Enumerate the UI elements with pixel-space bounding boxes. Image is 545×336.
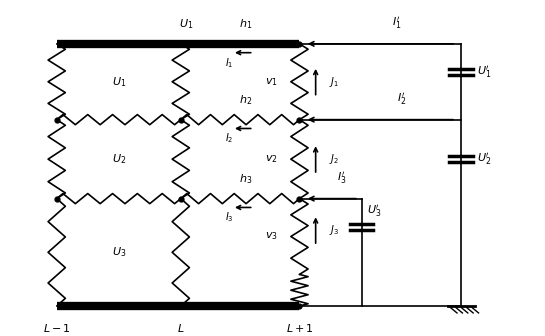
Text: $I_2$: $I_2$ (225, 132, 234, 145)
Text: $v_1$: $v_1$ (265, 76, 278, 88)
Text: $U_1$: $U_1$ (179, 17, 193, 31)
Text: $v_3$: $v_3$ (265, 230, 278, 242)
Text: $h_3$: $h_3$ (239, 172, 252, 186)
Text: $L$: $L$ (177, 322, 185, 334)
Text: $J_3$: $J_3$ (329, 223, 340, 237)
Text: $L+1$: $L+1$ (286, 322, 313, 334)
Text: $J_1$: $J_1$ (329, 75, 339, 89)
Text: $h_1$: $h_1$ (239, 17, 252, 31)
Text: $I_3$: $I_3$ (225, 211, 234, 224)
Text: $I_1'$: $I_1'$ (392, 15, 401, 31)
Text: $J_2$: $J_2$ (329, 152, 339, 166)
Text: $U_1'$: $U_1'$ (477, 64, 492, 80)
Text: $U_3$: $U_3$ (112, 245, 126, 259)
Text: $U_1$: $U_1$ (112, 75, 126, 89)
Text: $h_2$: $h_2$ (239, 93, 252, 107)
Text: $I_2'$: $I_2'$ (397, 91, 407, 107)
Text: $L-1$: $L-1$ (43, 322, 71, 334)
Text: $U_3'$: $U_3'$ (367, 203, 382, 219)
Text: $I_1$: $I_1$ (225, 56, 234, 70)
Text: $U_2$: $U_2$ (112, 152, 126, 166)
Text: $I_3'$: $I_3'$ (337, 170, 347, 186)
Text: $U_2'$: $U_2'$ (477, 151, 492, 167)
Text: $v_2$: $v_2$ (265, 153, 278, 165)
